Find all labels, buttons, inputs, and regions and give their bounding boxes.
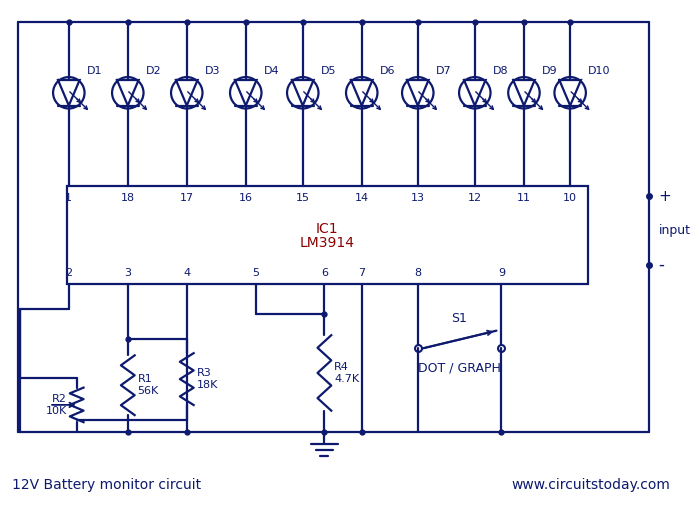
Text: R3
18K: R3 18K bbox=[196, 368, 218, 390]
Text: 5: 5 bbox=[252, 268, 259, 278]
Text: 2: 2 bbox=[65, 268, 72, 278]
Text: 6: 6 bbox=[321, 268, 328, 278]
Text: 15: 15 bbox=[296, 193, 310, 203]
Text: +: + bbox=[659, 188, 671, 204]
Text: 10: 10 bbox=[563, 193, 577, 203]
Text: www.circuitstoday.com: www.circuitstoday.com bbox=[511, 478, 670, 492]
Text: D8: D8 bbox=[493, 66, 508, 76]
Text: input: input bbox=[659, 224, 691, 237]
Text: 8: 8 bbox=[414, 268, 421, 278]
Text: D5: D5 bbox=[321, 66, 336, 76]
Text: D9: D9 bbox=[541, 66, 557, 76]
Text: D4: D4 bbox=[264, 66, 279, 76]
Text: 3: 3 bbox=[124, 268, 131, 278]
Text: 7: 7 bbox=[358, 268, 365, 278]
Text: D2: D2 bbox=[146, 66, 161, 76]
Text: 4: 4 bbox=[183, 268, 190, 278]
Text: D7: D7 bbox=[435, 66, 451, 76]
Text: R4
4.7K: R4 4.7K bbox=[335, 362, 359, 384]
Text: R2
10K: R2 10K bbox=[46, 394, 67, 416]
Text: 12V Battery monitor circuit: 12V Battery monitor circuit bbox=[12, 478, 201, 492]
Text: 1: 1 bbox=[65, 193, 72, 203]
Text: D6: D6 bbox=[380, 66, 395, 76]
Text: IC1: IC1 bbox=[316, 223, 339, 236]
Text: S1: S1 bbox=[452, 312, 468, 326]
Text: R1
56K: R1 56K bbox=[137, 374, 159, 396]
Text: D3: D3 bbox=[205, 66, 220, 76]
Text: D10: D10 bbox=[588, 66, 610, 76]
Text: 13: 13 bbox=[411, 193, 425, 203]
Text: 11: 11 bbox=[517, 193, 531, 203]
Text: -: - bbox=[659, 256, 664, 274]
Bar bbox=[67, 186, 588, 284]
Text: DOT / GRAPH: DOT / GRAPH bbox=[418, 362, 501, 374]
Text: 12: 12 bbox=[468, 193, 482, 203]
Text: 17: 17 bbox=[180, 193, 194, 203]
Text: D1: D1 bbox=[87, 66, 102, 76]
Text: 14: 14 bbox=[355, 193, 369, 203]
Text: 9: 9 bbox=[498, 268, 505, 278]
Text: 18: 18 bbox=[121, 193, 135, 203]
Text: 16: 16 bbox=[239, 193, 253, 203]
Text: LM3914: LM3914 bbox=[300, 236, 355, 250]
